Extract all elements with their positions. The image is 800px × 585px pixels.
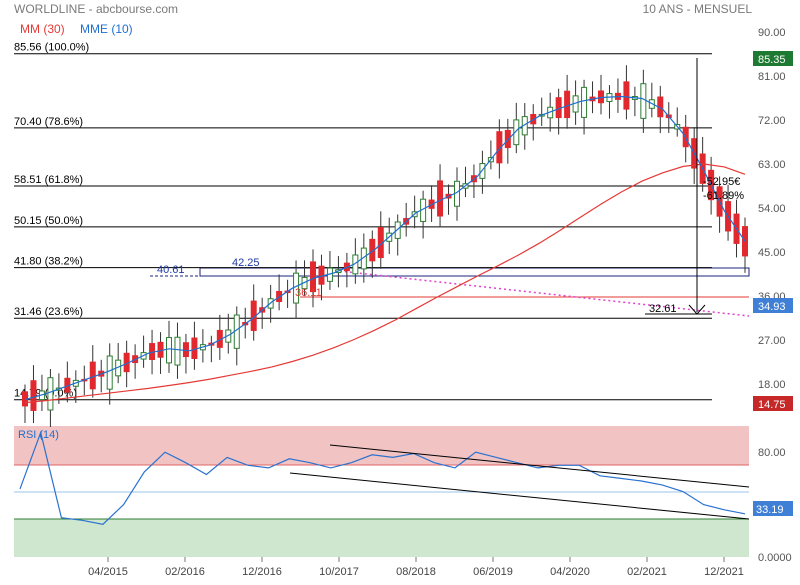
rsi-upper-trendline: [329, 444, 750, 488]
mm30-line: [24, 163, 746, 404]
fib-label: 85.56 (100.0%): [14, 42, 89, 54]
price-tick-label: 54.00: [758, 203, 786, 215]
price-tick-label: 27.00: [758, 335, 786, 347]
candle: [504, 129, 511, 149]
time-axis: 04/2015 02/2016 12/2016 10/2017 08/2018 06/20…: [88, 557, 744, 578]
candle: [89, 361, 96, 390]
candle: [310, 261, 316, 293]
rsi-overbought-band: [14, 426, 749, 465]
x-tick-label: 12/2021: [704, 566, 744, 578]
candle: [174, 336, 181, 366]
zone-right-label: 42.25: [232, 257, 260, 269]
chart-period: 10 ANS - MENSUEL: [643, 2, 753, 16]
price-tick-label: 18.00: [758, 379, 786, 391]
legend-mm: MM (30): [20, 22, 65, 36]
candle: [581, 86, 588, 118]
candle: [191, 337, 198, 359]
candle: [182, 342, 189, 358]
last-price-badge: [753, 51, 793, 66]
rsi-value-badge: [753, 501, 793, 516]
candle: [30, 380, 37, 411]
candle: [623, 81, 630, 110]
current-price-text: 34.93: [758, 301, 786, 313]
price-tick-label: 81.00: [758, 71, 786, 83]
rsi-title: RSI (14): [18, 429, 59, 441]
candle: [106, 355, 113, 390]
mme10-line: [24, 95, 746, 401]
drop-fib-label: -61.89%: [703, 190, 744, 202]
dotted-trendline: [329, 269, 750, 317]
fib-label: 41.80 (38.2%): [14, 256, 83, 268]
candle: [437, 180, 444, 217]
candle: [513, 119, 520, 146]
price-tick-label: 63.00: [758, 159, 786, 171]
x-tick-label: 02/2021: [627, 566, 667, 578]
x-tick-label: 12/2016: [242, 566, 282, 578]
rsi-tick-label: 80.00: [758, 447, 786, 459]
chart-title: WORLDLINE - abcbourse.com: [14, 2, 178, 16]
price-axis: 90.0081.0072.0063.0054.0045.0036.0027.00…: [758, 27, 792, 564]
rsi-panel: [19, 430, 746, 525]
rsi-value-text: 33.19: [756, 504, 784, 516]
target-label: 32.61: [649, 303, 677, 315]
rsi-lower-trendline: [289, 472, 750, 520]
legend-mme: MME (10): [80, 22, 133, 36]
x-tick-label: 02/2016: [165, 566, 205, 578]
resistance-zone: [199, 267, 750, 277]
price-tick-label: 72.00: [758, 115, 786, 127]
low-price-text: 14.75: [758, 399, 786, 411]
support-label: 36.11: [295, 287, 322, 299]
candles: [22, 65, 748, 428]
candle: [496, 131, 503, 164]
rsi-tick-label: 0.0000: [758, 552, 792, 564]
x-tick-label: 10/2017: [319, 566, 359, 578]
moving-averages: [24, 95, 746, 404]
last-price-text: 85.35: [758, 54, 786, 66]
drop-amount-label: -52.95€: [703, 176, 740, 188]
candle: [742, 226, 748, 257]
rsi-oversold-band: [14, 519, 749, 557]
x-tick-label: 04/2020: [550, 566, 590, 578]
zone-left-label: 40.61: [157, 264, 185, 276]
candle: [47, 377, 54, 411]
fib-label: 31.46 (23.6%): [14, 306, 83, 318]
price-tick-label: 45.00: [758, 247, 786, 259]
candle: [166, 337, 172, 364]
fib-label: 58.51 (61.8%): [14, 174, 83, 186]
candle: [640, 83, 647, 119]
x-tick-label: 06/2019: [473, 566, 513, 578]
low-price-badge: [753, 396, 793, 411]
x-tick-label: 08/2018: [396, 566, 436, 578]
candle: [394, 221, 401, 239]
fib-label: 70.40 (78.6%): [14, 116, 83, 128]
price-tick-label: 90.00: [758, 27, 786, 39]
fib-label: 50.15 (50.0%): [14, 215, 83, 227]
candle: [564, 90, 571, 119]
current-price-badge: [753, 298, 793, 313]
x-tick-label: 04/2015: [88, 566, 128, 578]
rsi-line: [19, 430, 746, 525]
